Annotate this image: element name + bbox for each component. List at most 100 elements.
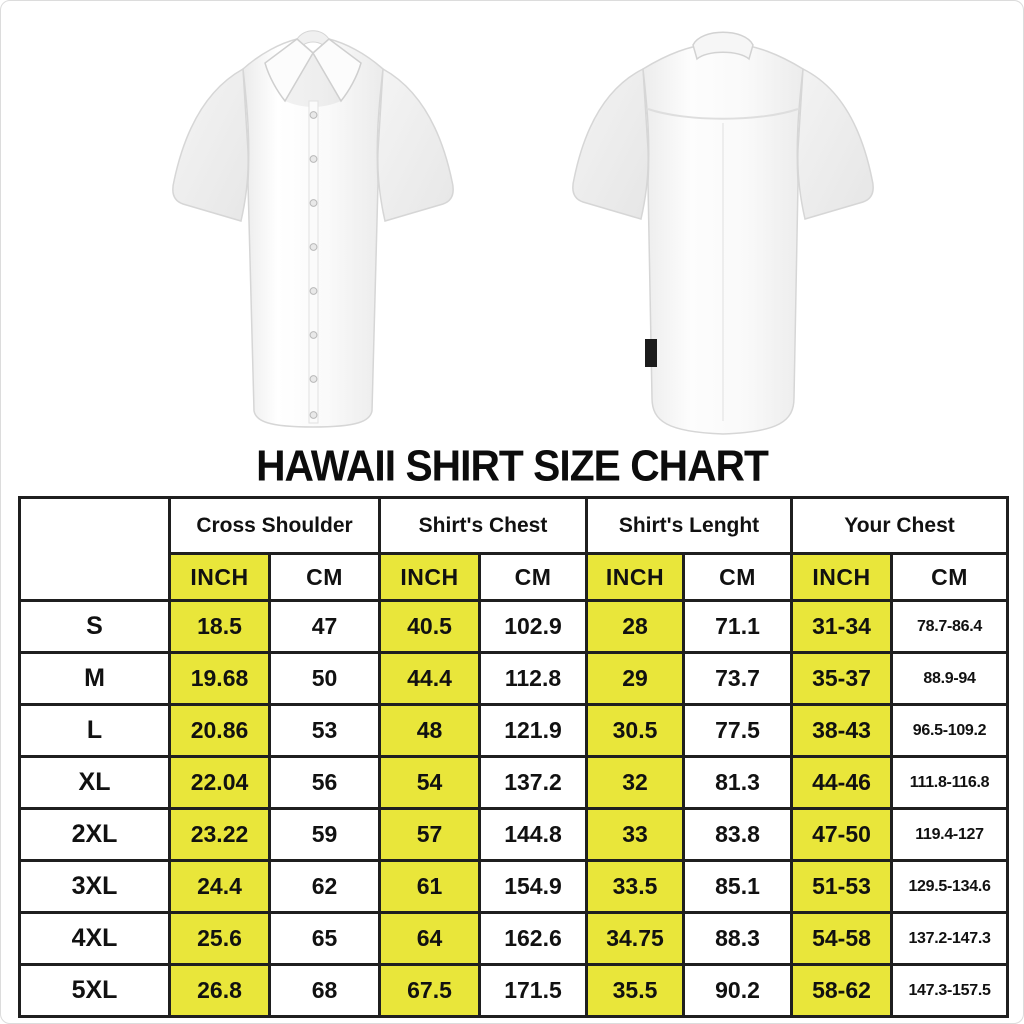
value-cell: 88.3 — [681, 911, 794, 966]
value-cell: 28 — [585, 599, 685, 654]
group-header-shirts-chest: Shirt's Chest — [378, 496, 588, 555]
value-cell: 25.6 — [168, 911, 271, 966]
value-cell: 22.04 — [168, 755, 271, 810]
value-cell: 29 — [585, 651, 685, 706]
value-cell: 35-37 — [790, 651, 894, 706]
value-cell: 137.2 — [478, 755, 588, 810]
value-cell: 59 — [268, 807, 381, 862]
value-cell: 67.5 — [378, 963, 481, 1018]
group-header-your-chest: Your Chest — [790, 496, 1010, 555]
subheader-cm: CM — [681, 552, 794, 602]
value-cell: 26.8 — [168, 963, 271, 1018]
subheader-inch: INCH — [585, 552, 685, 602]
size-column-header — [18, 496, 171, 602]
value-cell: 44.4 — [378, 651, 481, 706]
value-cell: 31-34 — [790, 599, 894, 654]
size-table-row: 3XL 24.4 62 61 154.9 33.5 85.1 51-53 129… — [18, 859, 1010, 914]
subheader-inch: INCH — [378, 552, 481, 602]
value-cell: 19.68 — [168, 651, 271, 706]
value-cell: 53 — [268, 703, 381, 758]
size-cell: S — [18, 599, 171, 654]
subheader-cm: CM — [890, 552, 1010, 602]
value-cell: 58-62 — [790, 963, 894, 1018]
size-table-row: 2XL 23.22 59 57 144.8 33 83.8 47-50 119.… — [18, 807, 1010, 862]
value-cell: 137.2-147.3 — [890, 911, 1010, 966]
value-cell: 96.5-109.2 — [890, 703, 1010, 758]
value-cell: 61 — [378, 859, 481, 914]
value-cell: 64 — [378, 911, 481, 966]
value-cell: 54-58 — [790, 911, 894, 966]
value-cell: 32 — [585, 755, 685, 810]
value-cell: 50 — [268, 651, 381, 706]
value-cell: 147.3-157.5 — [890, 963, 1010, 1018]
value-cell: 83.8 — [681, 807, 794, 862]
value-cell: 121.9 — [478, 703, 588, 758]
group-header-shirts-lenght: Shirt's Lenght — [584, 496, 794, 555]
value-cell: 162.6 — [478, 911, 588, 966]
subheader-cm: CM — [478, 552, 588, 602]
value-cell: 33.5 — [585, 859, 685, 914]
value-cell: 85.1 — [681, 859, 794, 914]
value-cell: 34.75 — [585, 911, 685, 966]
value-cell: 154.9 — [478, 859, 588, 914]
value-cell: 111.8-116.8 — [890, 755, 1010, 810]
value-cell: 73.7 — [681, 651, 794, 706]
value-cell: 81.3 — [681, 755, 794, 810]
value-cell: 24.4 — [168, 859, 271, 914]
shirt-back-illustration — [572, 31, 874, 435]
size-cell: 3XL — [18, 859, 171, 914]
value-cell: 18.5 — [168, 599, 271, 654]
value-cell: 171.5 — [478, 963, 588, 1018]
value-cell: 33 — [585, 807, 685, 862]
value-cell: 68 — [268, 963, 381, 1018]
value-cell: 78.7-86.4 — [890, 599, 1010, 654]
size-table-row: 4XL 25.6 65 64 162.6 34.75 88.3 54-58 13… — [18, 911, 1010, 966]
value-cell: 35.5 — [585, 963, 685, 1018]
value-cell: 102.9 — [478, 599, 588, 654]
care-label-tag — [645, 339, 657, 367]
value-cell: 30.5 — [585, 703, 685, 758]
value-cell: 23.22 — [168, 807, 271, 862]
size-cell: M — [18, 651, 171, 706]
value-cell: 48 — [378, 703, 481, 758]
subheader-cm: CM — [268, 552, 381, 602]
value-cell: 47 — [268, 599, 381, 654]
size-table-row: L 20.86 53 48 121.9 30.5 77.5 38-43 96.5… — [18, 703, 1010, 758]
value-cell: 144.8 — [478, 807, 588, 862]
value-cell: 56 — [268, 755, 381, 810]
size-table-row: S 18.5 47 40.5 102.9 28 71.1 31-34 78.7-… — [18, 599, 1010, 654]
value-cell: 65 — [268, 911, 381, 966]
value-cell: 77.5 — [681, 703, 794, 758]
subheader-inch: INCH — [168, 552, 271, 602]
size-table-row: XL 22.04 56 54 137.2 32 81.3 44-46 111.8… — [18, 755, 1010, 810]
size-table-row: 5XL 26.8 68 67.5 171.5 35.5 90.2 58-62 1… — [18, 963, 1010, 1018]
value-cell: 20.86 — [168, 703, 271, 758]
value-cell: 47-50 — [790, 807, 894, 862]
size-cell: L — [18, 703, 171, 758]
size-cell: XL — [18, 755, 171, 810]
shirt-front-photo — [153, 23, 473, 443]
subheader-inch: INCH — [790, 552, 894, 602]
size-table-body: S 18.5 47 40.5 102.9 28 71.1 31-34 78.7-… — [18, 599, 1010, 1018]
shirt-front-illustration — [172, 30, 454, 428]
value-cell: 51-53 — [790, 859, 894, 914]
value-cell: 38-43 — [790, 703, 894, 758]
value-cell: 88.9-94 — [890, 651, 1010, 706]
value-cell: 62 — [268, 859, 381, 914]
value-cell: 71.1 — [681, 599, 794, 654]
value-cell: 54 — [378, 755, 481, 810]
size-table-row: M 19.68 50 44.4 112.8 29 73.7 35-37 88.9… — [18, 651, 1010, 706]
size-cell: 4XL — [18, 911, 171, 966]
value-cell: 112.8 — [478, 651, 588, 706]
value-cell: 57 — [378, 807, 481, 862]
group-header-cross-shoulder: Cross Shoulder — [168, 496, 381, 555]
size-cell: 5XL — [18, 963, 171, 1018]
page-title: HAWAII SHIRT SIZE CHART — [256, 441, 769, 490]
shirt-buttons — [309, 111, 318, 419]
size-cell: 2XL — [18, 807, 171, 862]
value-cell: 90.2 — [681, 963, 794, 1018]
value-cell: 40.5 — [378, 599, 481, 654]
value-cell: 129.5-134.6 — [890, 859, 1010, 914]
value-cell: 119.4-127 — [890, 807, 1010, 862]
